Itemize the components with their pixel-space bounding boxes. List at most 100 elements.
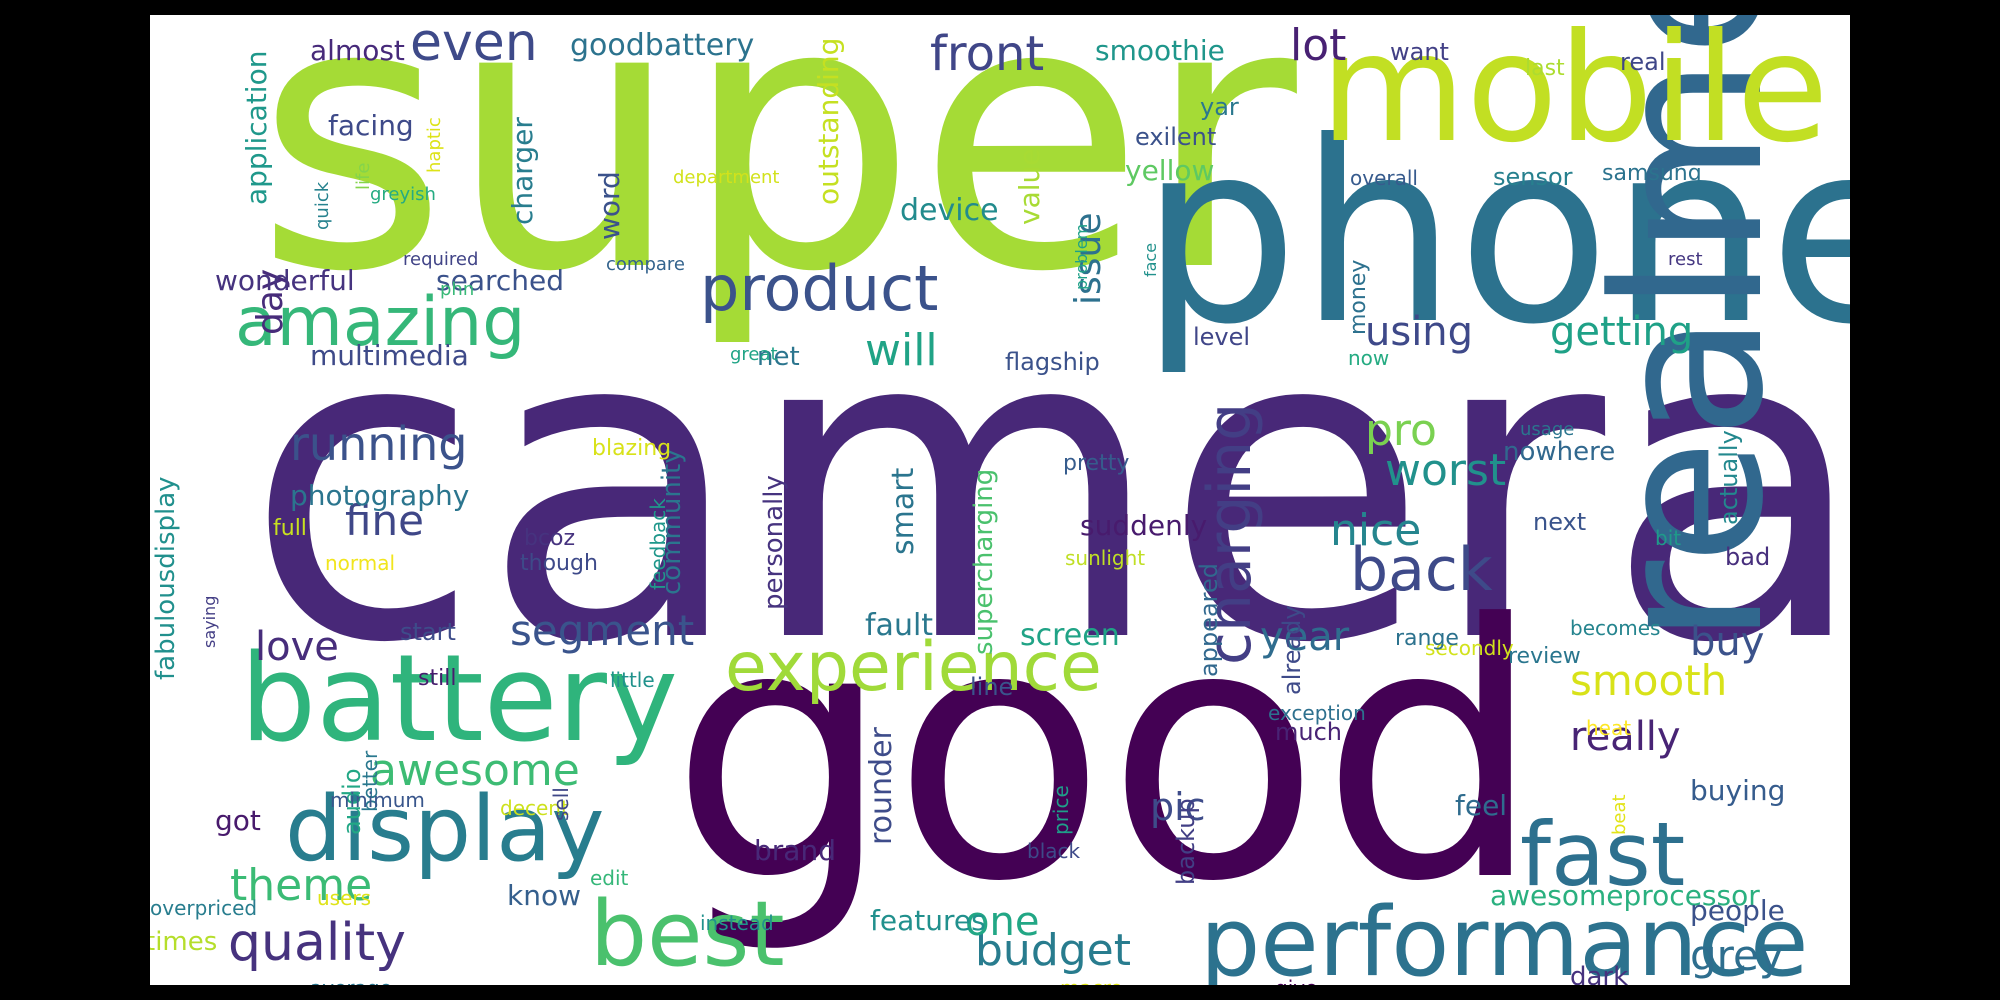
word-worst: worst [1385,445,1506,496]
word-yellow: yellow [1125,154,1214,187]
word-price: price [1049,785,1073,835]
word-running: running [290,417,468,471]
word-full: full [273,516,307,541]
word-want: want [1390,38,1449,66]
word-word: word [593,171,626,240]
word-cloud: camera super good phone realme mobile battery p… [150,15,1850,985]
word-though: though [520,551,598,576]
word-average: average [310,976,392,985]
word-bcoz: bcoz [524,526,575,551]
word-rounder: rounder [864,726,899,845]
word-great: great [730,344,778,365]
word-using: using [1365,309,1473,355]
word-already: already [1278,605,1306,695]
word-audio: audio [338,768,366,835]
word-nice: nice [1330,505,1421,556]
word-edit: edit [590,866,629,890]
word-black: black [1027,839,1081,863]
word-multimedia: multimedia [310,339,469,372]
word-haptic: haptic [424,117,445,173]
word-amazing: amazing [235,283,525,362]
word-experience: experience [725,628,1102,707]
word-performance: performance [1200,888,1808,985]
word-better: better [358,750,382,812]
word-will: will [865,325,938,376]
word-fast: fast [1520,803,1685,906]
word-exception: exception [1268,701,1366,725]
word-device: device [900,193,999,228]
word-quick: quick [312,181,333,230]
word-normal: normal [325,551,395,575]
word-phone: phone [1140,88,1850,379]
word-still: still [418,666,456,691]
word-theme: theme [230,860,372,911]
word-macro: macro [1060,976,1123,985]
word-wonderful: wonderful [215,264,355,297]
word-value: value [1013,149,1046,225]
word-buying: buying [1690,774,1785,807]
word-give: give [1275,976,1317,985]
word-best: best [590,882,785,985]
word-much: much [1275,718,1342,746]
word-appeared: appeared [1195,563,1223,677]
word-charging: charging [1195,403,1265,665]
word-searched: searched [436,264,564,297]
word-really: really [1570,714,1681,760]
word-display: display [285,777,605,882]
word-charger: charger [506,117,539,225]
word-usage: usage [1520,419,1574,440]
word-awesome: awesome [370,745,580,796]
word-rest: rest [1668,249,1703,270]
word-application: application [240,51,273,205]
word-pretty: pretty [1063,451,1129,476]
word-life: life [353,163,374,190]
word-even: even [410,15,538,73]
word-decent: decent [500,796,569,820]
word-times: times [150,927,217,957]
word-quality: quality [228,913,406,973]
word-review: review [1508,644,1581,669]
word-budget: budget [975,925,1131,976]
word-smoothie: smoothie [1095,34,1225,67]
word-photography: photography [290,479,469,512]
word-sensor: sensor [1493,163,1573,191]
word-secondly: secondly [1425,636,1514,660]
word-flagship: flagship [1005,348,1100,376]
word-mobile: mobile [1320,15,1829,176]
word-lot: lot [1290,20,1346,71]
word-realme: realme [1571,15,1809,645]
word-fault: fault [865,608,933,643]
word-supercharging: supercharging [969,469,999,655]
word-camera: camera [245,237,1850,737]
word-screen: screen [1020,618,1120,653]
word-phn: phn [440,279,474,300]
word-buy: buy [1690,619,1764,665]
word-pic: pic [1150,785,1206,829]
word-back: back [1350,535,1493,605]
word-getting: getting [1550,309,1693,355]
word-minimum: minimum [330,788,425,812]
word-exilent: exilent [1135,123,1216,151]
word-dark: dark [1570,962,1628,985]
word-required: required [403,249,478,270]
word-feedback: feedback [646,498,670,590]
word-outstanding: outstanding [812,38,845,205]
word-overpriced: overpriced [150,896,257,920]
word-real: real [1620,48,1665,76]
word-grey: grey [1690,931,1784,980]
word-start: start [400,618,456,646]
word-segment: segment [510,606,694,655]
word-problem: problem [1072,224,1091,290]
word-department: department [673,167,780,188]
word-instead: instead [700,911,774,935]
word-net: net [757,342,800,372]
word-blazing: blazing [592,436,671,461]
word-users: users [317,886,371,910]
word-face: face [1141,243,1160,277]
word-samsung: samsung [1602,161,1702,186]
word-community: community [657,448,687,595]
word-next: next [1533,508,1586,536]
word-almost: almost [310,34,405,67]
word-product: product [700,252,938,325]
